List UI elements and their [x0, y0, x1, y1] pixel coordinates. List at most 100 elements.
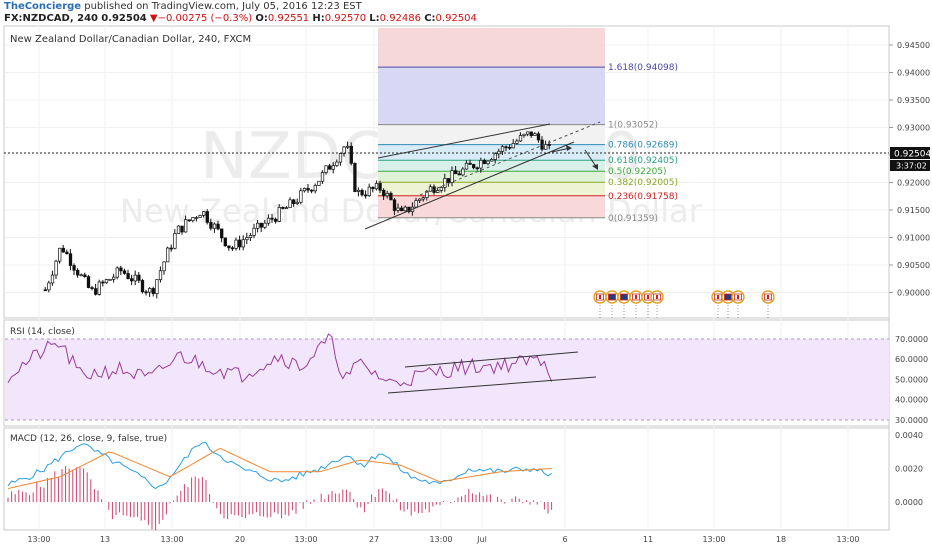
main-chart-title: New Zealand Dollar/Canadian Dollar, 240,… [10, 34, 251, 45]
price-tick-label: 0.93000 [897, 124, 930, 133]
candle-body [176, 225, 181, 234]
candle-body [72, 265, 76, 271]
candle-body [544, 144, 548, 150]
rsi-axis[interactable]: 70.0000 60.0000 50.0000 40.0000 30.0000 [895, 335, 928, 425]
low-value: 0.92486 [379, 13, 422, 24]
candle-body [248, 235, 253, 238]
candle-body [133, 274, 137, 282]
candle-body [151, 288, 155, 294]
candle-body [241, 239, 245, 248]
candle-body [515, 140, 519, 144]
candle-body [493, 153, 497, 160]
candle-body [400, 207, 404, 212]
candle-body [180, 225, 184, 233]
rsi-channel-upper[interactable] [404, 351, 579, 368]
candle-body [403, 206, 407, 212]
candle-body [187, 219, 191, 222]
candle-body [392, 199, 397, 211]
candle-body [353, 163, 357, 192]
time-tick-label: 13:00 [27, 535, 50, 544]
macd-line [7, 442, 552, 490]
fibonacci-retracement[interactable]: 1.618(0.94098) 1(0.93052) 0.786(0.92689) 0.… [378, 28, 678, 224]
candle-body [418, 198, 422, 201]
candle-body [468, 162, 472, 165]
candle-body [313, 185, 317, 192]
candle-body [166, 247, 170, 263]
candle-body [169, 247, 173, 250]
candle-body [302, 188, 307, 192]
candle-body [119, 267, 123, 272]
arrow-head-icon [566, 145, 572, 151]
candle-body [335, 161, 339, 167]
price-tick-label: 0.94500 [897, 41, 930, 50]
candle-body [518, 135, 523, 142]
candle-body [421, 197, 425, 200]
ohlc-line: FX:NZDCAD, 240 0.92504 ▼−0.00275 (−0.3%)… [4, 13, 477, 25]
wedge-lower-line[interactable] [364, 141, 575, 230]
candle-body [500, 146, 505, 152]
candle-body [274, 218, 278, 222]
maple-leaf-icon [647, 295, 649, 299]
candle-body [108, 278, 112, 281]
last-price-tag [890, 147, 930, 159]
candle-body [288, 199, 292, 209]
maple-leaf-icon [656, 295, 658, 299]
down-arrow-head-icon [592, 164, 598, 170]
macd-tick-label: 0.0040 [895, 431, 923, 440]
fib-zone [378, 144, 605, 161]
macd-tick-label: 0.0000 [895, 498, 923, 507]
candle-body [101, 281, 105, 284]
candle-body [83, 274, 87, 278]
candle-body [266, 217, 271, 224]
candle-body [349, 145, 353, 164]
wedge-upper-line[interactable] [377, 123, 551, 159]
publish-header: TheConcierge published on TradingView.co… [0, 0, 932, 26]
macd-axis[interactable]: 0.0040 0.0020 0.0000 [895, 431, 923, 507]
price-tick-label: 0.92000 [897, 179, 930, 188]
candle-body [320, 172, 325, 182]
candle-body [223, 237, 227, 247]
fib-level-label: 0.236(0.91758) [608, 192, 678, 202]
price-tick-label: 0.94000 [897, 69, 930, 78]
candle-body [299, 190, 303, 203]
candle-body [511, 143, 515, 149]
rsi-tick-label: 70.0000 [895, 335, 928, 344]
candle-body [374, 183, 379, 190]
candle-body [90, 287, 94, 289]
candle-body [216, 223, 220, 230]
time-axis[interactable]: 13:00 13 13:00 20 13:00 27 13:00 Jul 6 11 13:00 18 1… [27, 535, 859, 544]
candle-body [508, 146, 512, 149]
candle-body [479, 159, 483, 169]
candle-body [263, 222, 267, 228]
candle-body [529, 131, 533, 136]
candle-body [202, 211, 206, 216]
candle-body [277, 207, 281, 222]
projection-dashed-line[interactable] [419, 121, 601, 196]
candle-body [194, 217, 199, 219]
candle-body [342, 146, 346, 154]
fib-zone [378, 195, 605, 218]
fib-level-label: 0(0.91359) [608, 214, 658, 224]
candle-body [382, 189, 386, 197]
candle-body [536, 133, 541, 141]
publisher-name[interactable]: TheConcierge [4, 1, 82, 12]
macd-tick-label: 0.0020 [895, 464, 923, 473]
rsi-tick-label: 30.0000 [895, 416, 928, 425]
candle-body [97, 281, 101, 295]
rsi-channel-lower[interactable] [387, 376, 597, 394]
candle-body [324, 165, 328, 173]
candle-body [328, 165, 332, 170]
candle-body [68, 253, 73, 266]
candle-body [256, 222, 260, 229]
candle-body [371, 186, 375, 190]
candle-body [173, 233, 177, 249]
candle-body [130, 278, 134, 282]
fib-level-label: 0.786(0.92689) [608, 141, 678, 151]
candle-body [396, 207, 400, 211]
time-tick-label: 18 [776, 535, 786, 544]
candle-body [209, 222, 213, 229]
economic-events[interactable] [593, 290, 775, 318]
price-tick-label: 0.91500 [897, 206, 930, 215]
rising-wedge-drawing[interactable] [364, 121, 601, 230]
